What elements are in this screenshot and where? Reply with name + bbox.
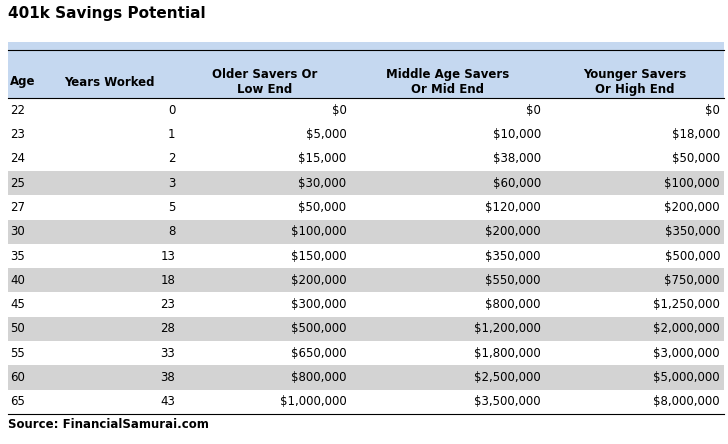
Text: $120,000: $120,000 bbox=[486, 201, 541, 214]
Text: $200,000: $200,000 bbox=[486, 225, 541, 238]
Text: 13: 13 bbox=[160, 250, 175, 262]
Bar bbox=[8, 244, 724, 268]
Bar bbox=[8, 390, 724, 414]
Text: 2: 2 bbox=[167, 152, 175, 165]
Text: $350,000: $350,000 bbox=[486, 250, 541, 262]
Text: 22: 22 bbox=[10, 103, 25, 117]
Text: 35: 35 bbox=[10, 250, 25, 262]
Text: 40: 40 bbox=[10, 274, 25, 287]
Text: $50,000: $50,000 bbox=[298, 201, 347, 214]
Text: Older Savers Or
Low End: Older Savers Or Low End bbox=[212, 68, 317, 96]
Text: 43: 43 bbox=[160, 395, 175, 408]
Bar bbox=[8, 219, 724, 244]
Text: Age: Age bbox=[10, 75, 36, 88]
Text: 8: 8 bbox=[168, 225, 175, 238]
Text: 0: 0 bbox=[168, 103, 175, 117]
Bar bbox=[8, 98, 724, 122]
Bar bbox=[8, 293, 724, 317]
Text: $150,000: $150,000 bbox=[290, 250, 347, 262]
Text: $15,000: $15,000 bbox=[298, 152, 347, 165]
Bar bbox=[8, 122, 724, 147]
Text: $500,000: $500,000 bbox=[665, 250, 720, 262]
Text: 55: 55 bbox=[10, 347, 25, 360]
Text: $3,000,000: $3,000,000 bbox=[653, 347, 720, 360]
Text: 3: 3 bbox=[168, 177, 175, 190]
Text: $800,000: $800,000 bbox=[291, 371, 347, 384]
Text: $2,500,000: $2,500,000 bbox=[474, 371, 541, 384]
Text: 30: 30 bbox=[10, 225, 25, 238]
Text: $0: $0 bbox=[331, 103, 347, 117]
Text: $8,000,000: $8,000,000 bbox=[653, 395, 720, 408]
Text: Source: FinancialSamurai.com: Source: FinancialSamurai.com bbox=[8, 418, 209, 431]
Text: $1,800,000: $1,800,000 bbox=[474, 347, 541, 360]
Bar bbox=[8, 171, 724, 195]
Text: 50: 50 bbox=[10, 322, 25, 335]
Text: 65: 65 bbox=[10, 395, 25, 408]
Text: 1: 1 bbox=[167, 128, 175, 141]
Text: 5: 5 bbox=[168, 201, 175, 214]
Bar bbox=[8, 268, 724, 293]
Text: 27: 27 bbox=[10, 201, 25, 214]
Text: 23: 23 bbox=[10, 128, 25, 141]
Text: $750,000: $750,000 bbox=[665, 274, 720, 287]
Bar bbox=[8, 195, 724, 219]
Text: $1,250,000: $1,250,000 bbox=[653, 298, 720, 311]
Text: 23: 23 bbox=[160, 298, 175, 311]
Bar bbox=[8, 42, 724, 50]
Text: $38,000: $38,000 bbox=[493, 152, 541, 165]
Bar bbox=[8, 147, 724, 171]
Bar bbox=[8, 341, 724, 365]
Text: Younger Savers
Or High End: Younger Savers Or High End bbox=[583, 68, 686, 96]
Text: $100,000: $100,000 bbox=[290, 225, 347, 238]
Text: 33: 33 bbox=[160, 347, 175, 360]
Text: 60: 60 bbox=[10, 371, 25, 384]
Text: $200,000: $200,000 bbox=[290, 274, 347, 287]
Text: $18,000: $18,000 bbox=[672, 128, 720, 141]
Text: $50,000: $50,000 bbox=[672, 152, 720, 165]
Text: 28: 28 bbox=[160, 322, 175, 335]
Text: Middle Age Savers
Or Mid End: Middle Age Savers Or Mid End bbox=[386, 68, 510, 96]
Text: 25: 25 bbox=[10, 177, 25, 190]
Text: 401k Savings Potential: 401k Savings Potential bbox=[8, 6, 205, 21]
Text: $5,000: $5,000 bbox=[306, 128, 347, 141]
Text: $60,000: $60,000 bbox=[493, 177, 541, 190]
Bar bbox=[8, 365, 724, 390]
Text: $500,000: $500,000 bbox=[291, 322, 347, 335]
Text: $200,000: $200,000 bbox=[665, 201, 720, 214]
Text: $5,000,000: $5,000,000 bbox=[653, 371, 720, 384]
Text: 45: 45 bbox=[10, 298, 25, 311]
Text: $1,000,000: $1,000,000 bbox=[280, 395, 347, 408]
Text: $800,000: $800,000 bbox=[486, 298, 541, 311]
Text: $3,500,000: $3,500,000 bbox=[475, 395, 541, 408]
Text: $650,000: $650,000 bbox=[290, 347, 347, 360]
Text: 18: 18 bbox=[160, 274, 175, 287]
Text: $30,000: $30,000 bbox=[298, 177, 347, 190]
Text: 38: 38 bbox=[160, 371, 175, 384]
Text: $2,000,000: $2,000,000 bbox=[653, 322, 720, 335]
Text: $0: $0 bbox=[705, 103, 720, 117]
Text: 24: 24 bbox=[10, 152, 25, 165]
Text: $350,000: $350,000 bbox=[665, 225, 720, 238]
Text: $10,000: $10,000 bbox=[493, 128, 541, 141]
Text: $1,200,000: $1,200,000 bbox=[474, 322, 541, 335]
Text: $300,000: $300,000 bbox=[291, 298, 347, 311]
Text: Years Worked: Years Worked bbox=[65, 75, 155, 88]
Bar bbox=[8, 317, 724, 341]
Text: $550,000: $550,000 bbox=[486, 274, 541, 287]
Text: $0: $0 bbox=[526, 103, 541, 117]
Text: $100,000: $100,000 bbox=[665, 177, 720, 190]
